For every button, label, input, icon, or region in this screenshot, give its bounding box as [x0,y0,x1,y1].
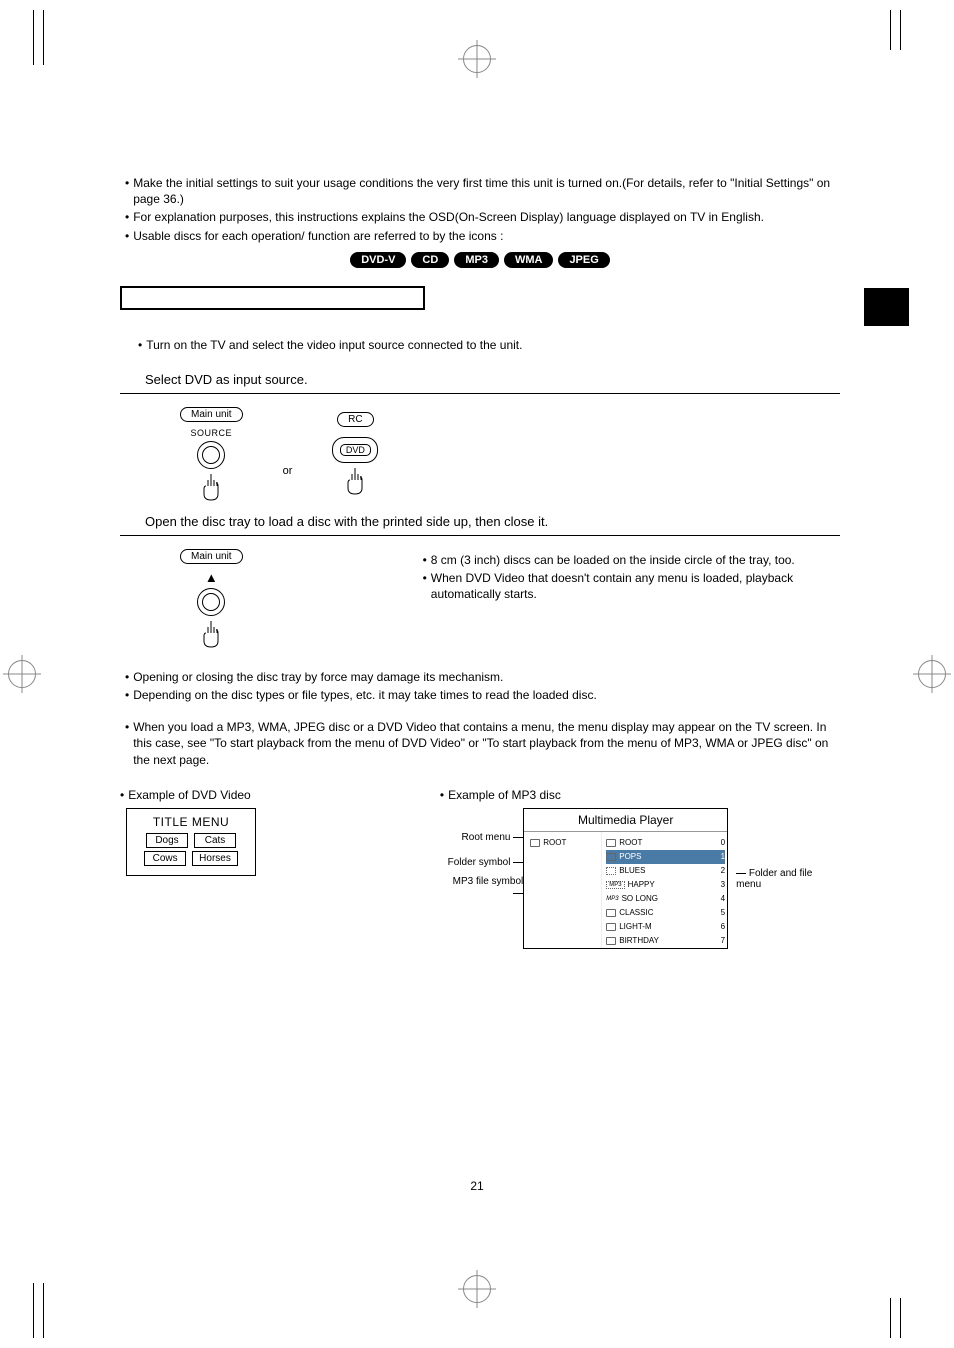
rc-label: RC [337,412,373,427]
folder-icon [606,923,616,931]
section-header-box [120,286,425,310]
source-label: SOURCE [180,428,243,438]
hand-icon [342,466,368,496]
folder-file-menu-label: Folder and file menu [736,868,812,890]
folder-symbol-label: Folder symbol [448,857,511,868]
main-unit-label: Main unit [180,407,243,422]
examples: •Example of DVD Video TITLE MENU Dogs Ca… [120,788,840,949]
step2-controls: Main unit ▲ •8 cm (3 inch) discs can be … [180,548,840,649]
step1-text: Select DVD as input source. [145,372,840,387]
hand-icon [198,619,224,649]
root-item: ROOT [543,838,566,847]
folder-icon [606,853,616,861]
folder-icon [606,839,616,847]
menu-item-horses: Horses [192,851,238,866]
main-unit-label-2: Main unit [180,549,243,564]
folder-icon-dotted [606,867,616,875]
file-list: ROOT POPS BLUES MP3HAPPY MP3SO LONG CLAS… [602,832,707,948]
title-menu-header: TITLE MENU [133,815,249,829]
caution-block: •Opening or closing the disc tray by for… [125,669,840,703]
badge-jpeg: JPEG [558,252,609,268]
intro-bullet-2: For explanation purposes, this instructi… [133,209,840,225]
intro-bullet-1: Make the initial settings to suit your u… [133,175,840,207]
or-label: or [283,465,293,477]
hand-icon [198,472,224,502]
section-tab [864,288,909,326]
intro-bullets: •Make the initial settings to suit your … [125,175,840,244]
title-menu-box: TITLE MENU Dogs Cats Cows Horses [126,808,256,876]
caution-1: Opening or closing the disc tray by forc… [133,669,840,685]
multimedia-player-title: Multimedia Player [524,809,727,832]
badge-dvdv: DVD-V [350,252,406,268]
mp3-file-icon: MP3 [606,896,618,902]
badge-mp3: MP3 [454,252,499,268]
menu-item-cows: Cows [144,851,186,866]
folder-icon [606,909,616,917]
menu-note: When you load a MP3, WMA, JPEG disc or a… [133,719,840,768]
mp3-file-icon: MP3 [606,881,624,889]
mp3-example-label: Example of MP3 disc [448,788,561,802]
step1-controls: Main unit SOURCE or RC DVD [180,406,840,502]
step2-text: Open the disc tray to load a disc with t… [145,514,840,529]
source-button-icon [197,441,225,469]
folder-icon [606,937,616,945]
multimedia-player-box: Multimedia Player ROOT ROOT POPS BLUES M… [523,808,728,949]
menu-item-dogs: Dogs [146,833,188,848]
step2-note-2: When DVD Video that doesn't contain any … [431,570,840,602]
caution-2: Depending on the disc types or file type… [133,687,840,703]
eject-button-icon [197,588,225,616]
page-number: 21 [470,1179,483,1193]
root-menu-label: Root menu [462,832,511,843]
step2-note-1: 8 cm (3 inch) discs can be loaded on the… [431,552,840,568]
dvd-example-label: Example of DVD Video [128,788,251,802]
badge-wma: WMA [504,252,554,268]
folder-icon [530,839,540,847]
dvd-button-icon: DVD [332,437,378,463]
mp3-file-symbol-label: MP3 file symbol [453,876,524,887]
badge-cd: CD [411,252,449,268]
disc-type-badges: DVD-V CD MP3 WMA JPEG [120,252,840,268]
eject-icon: ▲ [180,570,243,585]
intro-bullet-3: Usable discs for each operation/ functio… [133,228,840,244]
menu-item-cats: Cats [194,833,236,848]
preparation-note: •Turn on the TV and select the video inp… [138,338,840,352]
